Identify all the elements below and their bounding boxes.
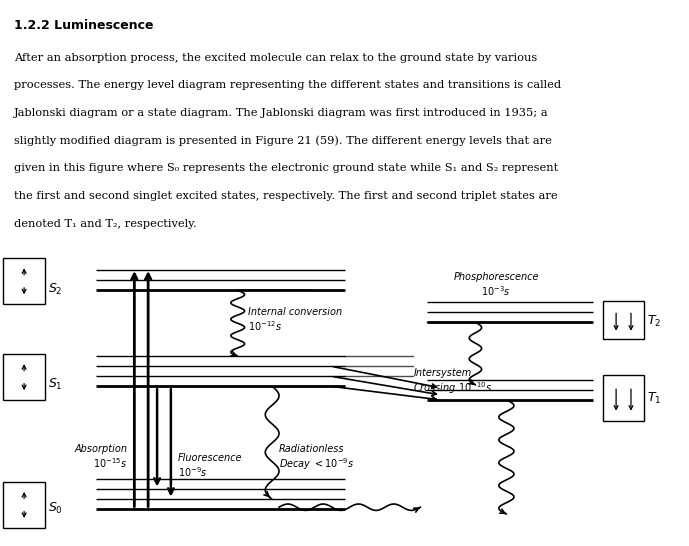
Text: Internal conversion
$10^{-12}$s: Internal conversion $10^{-12}$s bbox=[248, 307, 342, 333]
Text: the first and second singlet excited states, respectively. The first and second : the first and second singlet excited sta… bbox=[14, 191, 557, 201]
Text: Intersystem
Crossing $10^{-10}$s: Intersystem Crossing $10^{-10}$s bbox=[413, 367, 493, 396]
Text: $S_2$: $S_2$ bbox=[48, 282, 63, 296]
Bar bbox=[603, 375, 644, 420]
Text: Jablonski diagram or a state diagram. The Jablonski diagram was first introduced: Jablonski diagram or a state diagram. Th… bbox=[14, 108, 548, 118]
Bar bbox=[3, 482, 45, 528]
Text: given in this figure where S₀ represents the electronic ground state while S₁ an: given in this figure where S₀ represents… bbox=[14, 163, 558, 174]
Bar bbox=[3, 258, 45, 304]
Bar bbox=[603, 301, 644, 340]
Text: $S_1$: $S_1$ bbox=[48, 377, 63, 393]
Text: 1.2.2 Luminescence: 1.2.2 Luminescence bbox=[14, 19, 153, 32]
Text: slightly modified diagram is presented in Figure 21 (59). The different energy l: slightly modified diagram is presented i… bbox=[14, 136, 552, 146]
Text: Phosphorescence
$10^{-3}$s: Phosphorescence $10^{-3}$s bbox=[453, 271, 539, 298]
Text: Absorption
$10^{-15}$s: Absorption $10^{-15}$s bbox=[74, 444, 127, 470]
Text: After an absorption process, the excited molecule can relax to the ground state : After an absorption process, the excited… bbox=[14, 53, 537, 63]
Text: Radiationless
Decay $<10^{-9}$s: Radiationless Decay $<10^{-9}$s bbox=[279, 444, 354, 472]
Bar bbox=[3, 354, 45, 400]
Text: $T_2$: $T_2$ bbox=[647, 313, 661, 329]
Text: processes. The energy level diagram representing the different states and transi: processes. The energy level diagram repr… bbox=[14, 80, 561, 91]
Text: $T_1$: $T_1$ bbox=[647, 391, 661, 406]
Text: Fluorescence
$10^{-9}$s: Fluorescence $10^{-9}$s bbox=[178, 453, 243, 479]
Text: $S_0$: $S_0$ bbox=[48, 501, 63, 515]
Text: denoted T₁ and T₂, respectively.: denoted T₁ and T₂, respectively. bbox=[14, 218, 196, 229]
